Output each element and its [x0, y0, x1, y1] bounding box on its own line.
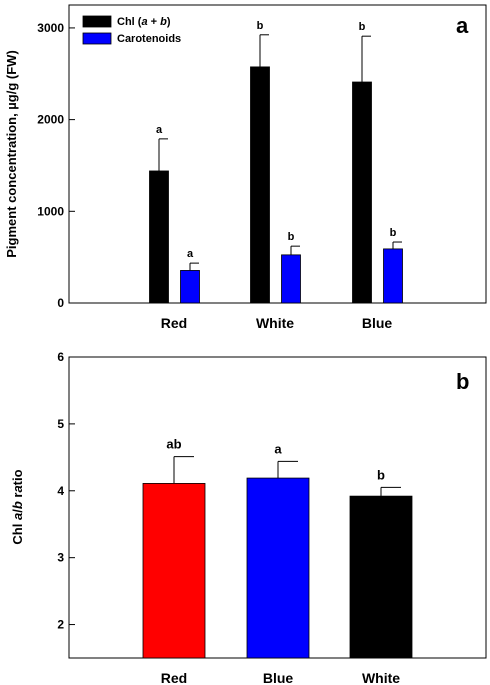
x-tick-label: Blue [263, 670, 294, 685]
panel-a-y-axis: 0 1000 2000 3000 [37, 21, 75, 310]
significance-letter: b [390, 227, 397, 239]
x-tick-label: Red [161, 315, 187, 331]
y-tick-label: 0 [57, 296, 64, 310]
panel-a-x-axis: Red White Blue [161, 315, 393, 331]
panel-b-x-axis: Red Blue White [161, 670, 400, 685]
y-tick-label: 3000 [37, 21, 64, 35]
significance-letter: b [288, 231, 295, 243]
bar [149, 170, 169, 304]
panel-a-bars: a a b b b b [149, 20, 403, 304]
bar [281, 254, 301, 304]
bar [142, 483, 206, 659]
x-tick-label: Blue [362, 315, 393, 331]
legend-swatch-chl [82, 15, 112, 28]
bar [180, 270, 200, 304]
bar [250, 66, 270, 304]
y-tick-label: 2 [57, 618, 64, 632]
y-tick-label: 2000 [37, 113, 64, 127]
bar [246, 477, 310, 659]
significance-letter: b [359, 21, 366, 33]
panel-b-bars: ab ab [142, 437, 413, 659]
panel-a-frame [68, 4, 487, 304]
x-tick-label: White [362, 670, 400, 685]
legend-swatch-carotenoids [82, 32, 112, 45]
significance-letter: b [257, 20, 264, 32]
significance-letter: b [377, 467, 385, 482]
y-tick-label: 6 [57, 350, 64, 364]
significance-letter: ab [166, 437, 181, 452]
panel-b-letter: b [456, 369, 469, 394]
y-tick-label: 5 [57, 417, 64, 431]
bar [352, 81, 372, 304]
y-tick-label: 4 [57, 484, 64, 498]
y-tick-label: 3 [57, 551, 64, 565]
x-tick-label: Red [161, 670, 187, 685]
bar [349, 495, 413, 659]
legend-label-carotenoids: Carotenoids [117, 33, 181, 45]
panel-b-y-axis-title: Chl a/b ratio [10, 469, 25, 544]
significance-letter: a [274, 441, 282, 456]
panel-a-y-axis-title: Pigment concentration, µg/g (FW) [4, 50, 19, 258]
panel-b-y-axis: 2 3 4 5 6 [57, 350, 75, 632]
y-tick-label: 1000 [37, 204, 64, 218]
legend-label-chl: Chl (a + b) [117, 16, 171, 28]
panel-a-letter: a [456, 13, 469, 38]
significance-letter: a [187, 248, 194, 260]
bar [383, 248, 403, 304]
legend: Chl (a + b) Carotenoids [82, 15, 181, 45]
x-tick-label: White [256, 315, 294, 331]
panel-a: a 0 1000 2000 3000 a a b b b b Red White Blue Pigm… [4, 4, 487, 331]
significance-letter: a [156, 124, 163, 136]
